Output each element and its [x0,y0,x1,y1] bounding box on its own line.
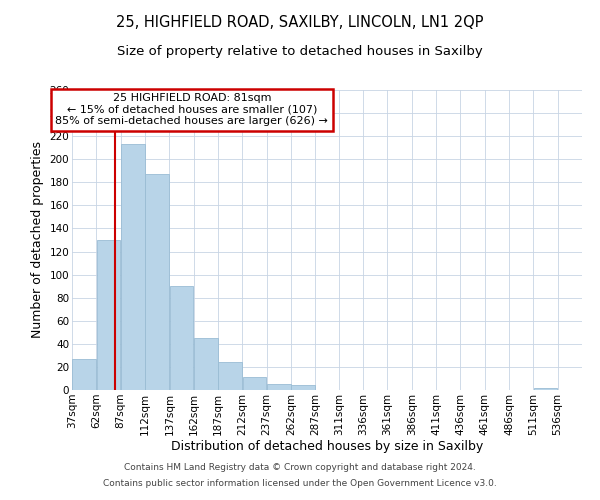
Text: 25 HIGHFIELD ROAD: 81sqm
← 15% of detached houses are smaller (107)
85% of semi-: 25 HIGHFIELD ROAD: 81sqm ← 15% of detach… [55,93,328,126]
Bar [170,286,193,390]
Bar [267,384,290,390]
Text: Contains HM Land Registry data © Crown copyright and database right 2024.: Contains HM Land Registry data © Crown c… [124,464,476,472]
Bar [194,338,218,390]
Bar [218,362,242,390]
Bar [534,388,557,390]
Text: 25, HIGHFIELD ROAD, SAXILBY, LINCOLN, LN1 2QP: 25, HIGHFIELD ROAD, SAXILBY, LINCOLN, LN… [116,15,484,30]
X-axis label: Distribution of detached houses by size in Saxilby: Distribution of detached houses by size … [171,440,483,454]
Bar [121,144,145,390]
Text: Size of property relative to detached houses in Saxilby: Size of property relative to detached ho… [117,45,483,58]
Text: Contains public sector information licensed under the Open Government Licence v3: Contains public sector information licen… [103,478,497,488]
Bar [145,174,169,390]
Bar [292,386,315,390]
Bar [97,240,120,390]
Bar [243,378,266,390]
Y-axis label: Number of detached properties: Number of detached properties [31,142,44,338]
Bar [73,359,96,390]
